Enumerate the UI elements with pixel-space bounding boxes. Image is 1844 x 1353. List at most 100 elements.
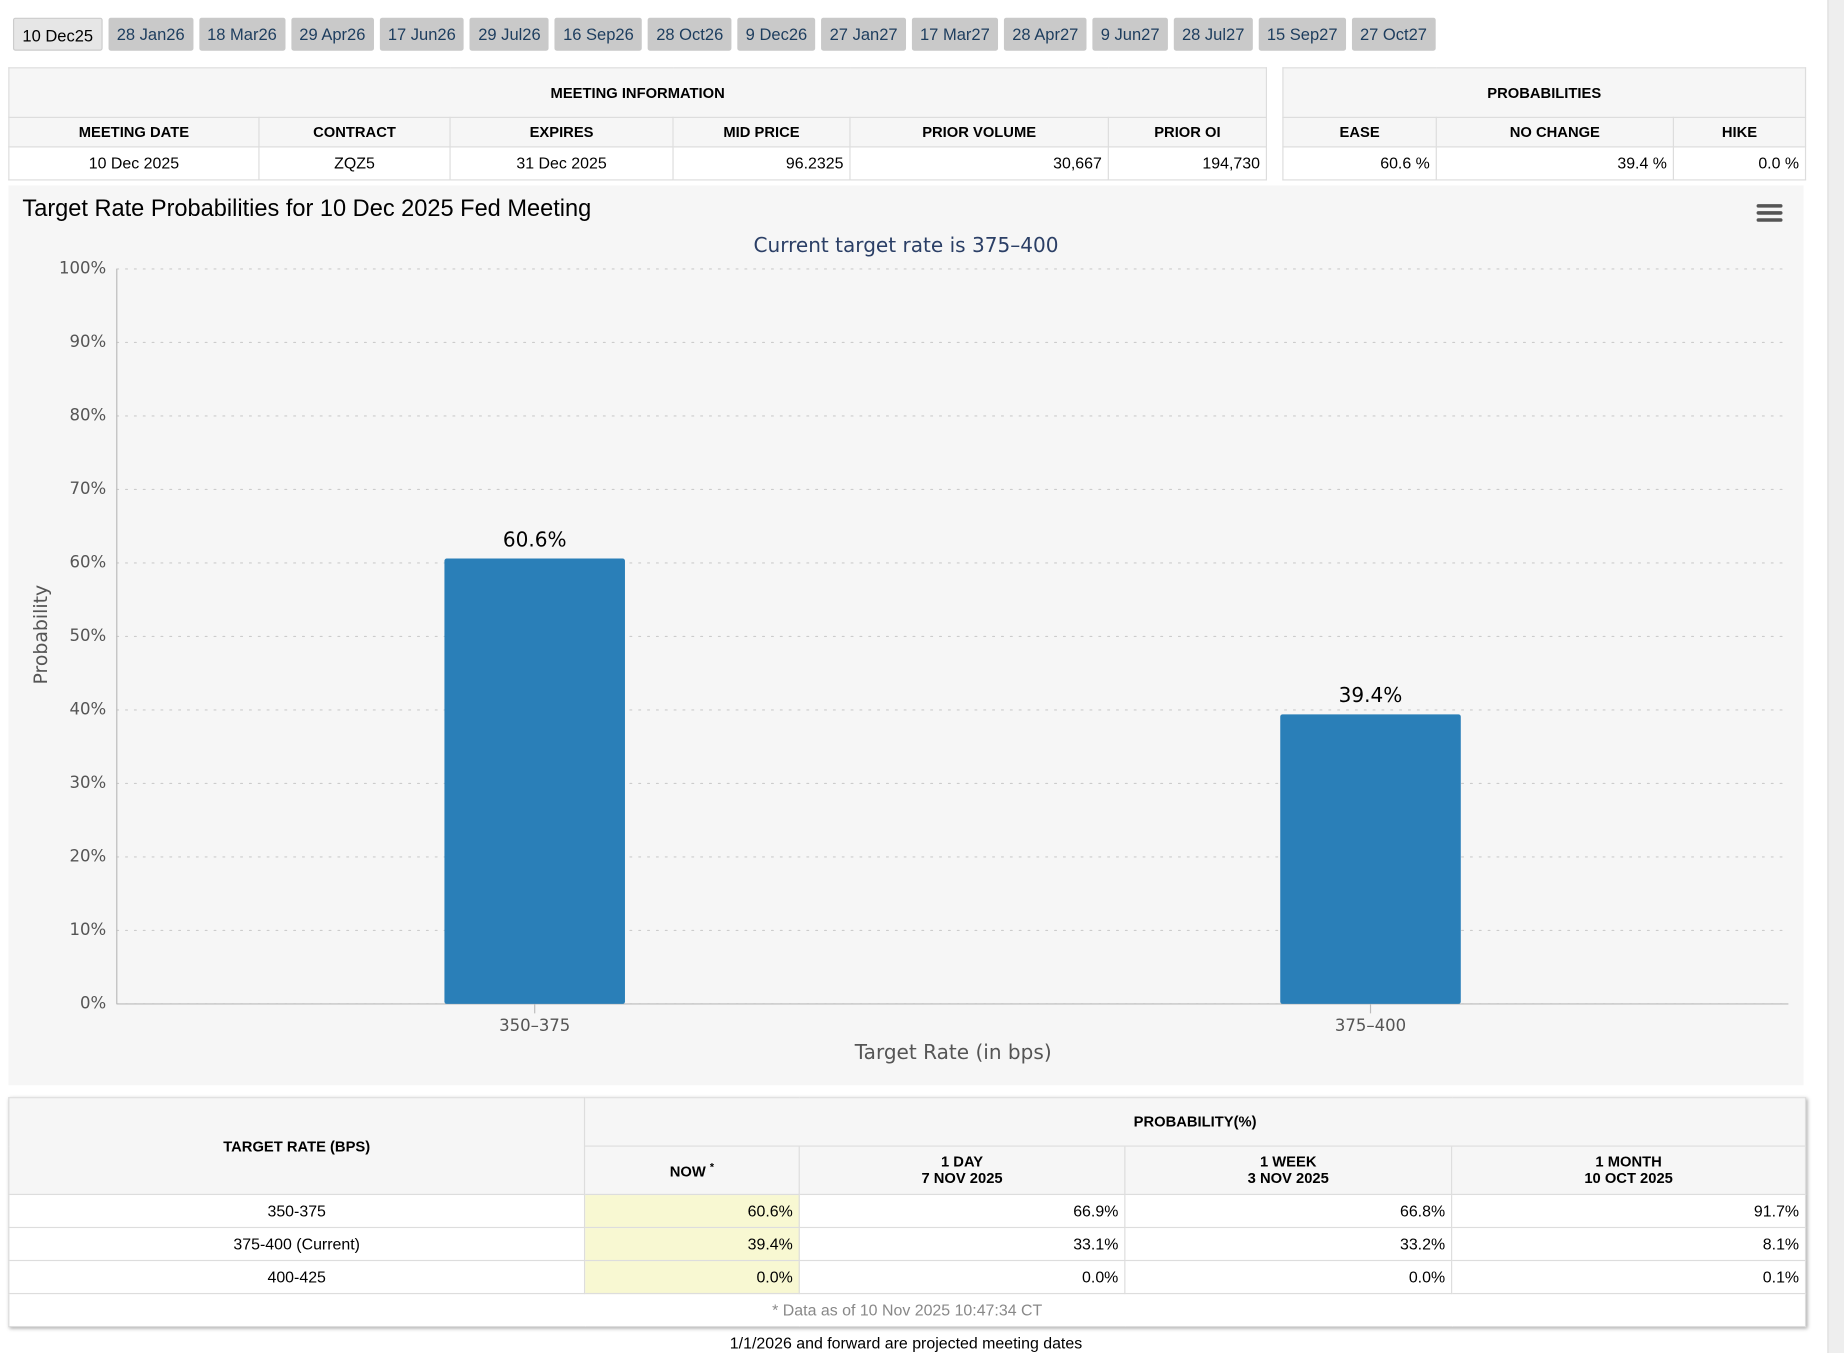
table-title: PROBABILITIES <box>1282 67 1807 118</box>
menu-button[interactable] <box>1756 204 1783 222</box>
chart-subtitle: Current target rate is 375–400 <box>753 233 1058 257</box>
group-header: PROBABILITY(%) <box>583 1097 1807 1147</box>
column-label: 1 MONTH <box>1595 1153 1662 1171</box>
column-note: * <box>709 1160 715 1173</box>
cell: 30,667 <box>849 146 1109 181</box>
data-row: 400-425 0.0% 0.0% 0.0% 0.1% <box>8 1259 1807 1295</box>
meeting-tab[interactable]: 17 Jun26 <box>379 17 465 51</box>
column-date: 3 NOV 2025 <box>1247 1170 1329 1187</box>
y-tick-label: 0% <box>80 993 106 1012</box>
meeting-tabs: 10 Dec25 28 Jan26 18 Mar26 29 Apr26 17 Jun26… <box>12 17 1436 51</box>
meeting-tab[interactable]: 28 Jan26 <box>108 17 193 51</box>
cell: 400-425 <box>8 1259 586 1295</box>
table-title: MEETING INFORMATION <box>8 67 1268 118</box>
meeting-information-table: MEETING INFORMATION MEETING DATE CONTRACT E… <box>8 67 1268 181</box>
cell: 0.0% <box>798 1259 1126 1295</box>
y-tick-label: 10% <box>69 920 106 939</box>
y-axis-title: Probability <box>30 585 52 685</box>
cell: ZQZ5 <box>258 146 451 181</box>
group-header-row: TARGET RATE (BPS) PROBABILITY(%) <box>8 1097 1807 1196</box>
data-label: 60.6% <box>503 527 567 551</box>
header-row: EASE NO CHANGE HIKE <box>1282 116 1807 148</box>
menu-bar <box>1756 204 1783 208</box>
meeting-tab[interactable]: 28 Jul27 <box>1173 17 1253 51</box>
meeting-tab[interactable]: 28 Oct26 <box>647 17 732 51</box>
x-tick-label: 350–375 <box>499 1016 570 1035</box>
meeting-tab[interactable]: 16 Sep26 <box>554 17 643 51</box>
meeting-tab[interactable]: 27 Oct27 <box>1351 17 1436 51</box>
cell: 10 Dec 2025 <box>8 146 260 181</box>
footnote: * Data as of 10 Nov 2025 10:47:34 CT <box>8 1292 1807 1328</box>
x-axis-title: Target Rate (in bps) <box>854 1040 1052 1064</box>
data-label: 39.4% <box>1339 683 1403 707</box>
meeting-tab[interactable]: 17 Mar27 <box>911 17 999 51</box>
column-header: EASE <box>1282 116 1437 148</box>
column-header: PRIOR VOLUME <box>849 116 1109 148</box>
cell: 60.6 % <box>1282 146 1437 181</box>
meeting-tab[interactable]: 15 Sep27 <box>1258 17 1346 51</box>
footer-note: 1/1/2026 and forward are projected meeti… <box>729 1334 1083 1352</box>
cell: 96.2325 <box>672 146 851 181</box>
row-header: TARGET RATE (BPS) <box>8 1097 586 1196</box>
cell: 31 Dec 2025 <box>449 146 674 181</box>
cell: 39.4 % <box>1435 146 1674 181</box>
column-header: 1 MONTH 10 OCT 2025 <box>1451 1145 1807 1196</box>
cell: 91.7% <box>1451 1193 1807 1229</box>
column-date: 7 NOV 2025 <box>921 1170 1003 1187</box>
y-tick-label: 90% <box>69 332 106 351</box>
data-row: 10 Dec 2025 ZQZ5 31 Dec 2025 96.2325 30,667 1… <box>8 146 1268 181</box>
data-row: 60.6 % 39.4 % 0.0 % <box>1282 146 1807 181</box>
chart: Target Rate Probabilities for 10 Dec 202… <box>8 185 1804 1086</box>
y-tick-label: 50% <box>69 626 106 645</box>
data-row: 375-400 (Current) 39.4% 33.1% 33.2% 8.1% <box>8 1226 1807 1262</box>
cell: 0.0% <box>583 1259 800 1295</box>
column-header: 1 DAY 7 NOV 2025 <box>798 1145 1126 1196</box>
meeting-tab[interactable]: 9 Jun27 <box>1092 17 1168 51</box>
footnote-row: * Data as of 10 Nov 2025 10:47:34 CT <box>8 1292 1807 1328</box>
y-tick-label: 100% <box>59 258 106 277</box>
menu-bar <box>1756 211 1783 215</box>
column-header: NOW * <box>583 1145 800 1196</box>
cell: 194,730 <box>1107 146 1268 181</box>
meeting-tab[interactable]: 29 Apr26 <box>291 17 374 51</box>
column-header: MEETING DATE <box>8 116 260 148</box>
column-header: MID PRICE <box>672 116 851 148</box>
chart-background <box>8 185 1804 1086</box>
column-date: 10 OCT 2025 <box>1584 1170 1673 1187</box>
meeting-tab[interactable]: 28 Apr27 <box>1003 17 1087 51</box>
cell: 39.4% <box>583 1226 800 1262</box>
bar <box>1280 714 1461 1004</box>
y-tick-label: 30% <box>69 773 106 792</box>
column-header: CONTRACT <box>258 116 451 148</box>
cell: 66.9% <box>798 1193 1126 1229</box>
meeting-tab[interactable]: 18 Mar26 <box>198 17 286 51</box>
cell: 66.8% <box>1124 1193 1453 1229</box>
cell: 33.2% <box>1124 1226 1453 1262</box>
meeting-tab[interactable]: 10 Dec25 <box>12 17 103 51</box>
x-tick-label: 375–400 <box>1335 1016 1406 1035</box>
cell: 8.1% <box>1451 1226 1807 1262</box>
header-row: MEETING DATE CONTRACT EXPIRES MID PRICE PRIO… <box>8 116 1268 148</box>
bar <box>444 558 625 1004</box>
column-header: EXPIRES <box>449 116 674 148</box>
meeting-tab[interactable]: 9 Dec26 <box>737 17 816 51</box>
column-label: NOW <box>669 1163 706 1180</box>
meeting-tab[interactable]: 29 Jul26 <box>469 17 549 51</box>
chart-title: Target Rate Probabilities for 10 Dec 202… <box>22 195 591 221</box>
cell: 0.0% <box>1124 1259 1453 1295</box>
scrollbar[interactable] <box>1827 0 1844 1353</box>
cell: 375-400 (Current) <box>8 1226 586 1262</box>
menu-bar <box>1756 218 1783 222</box>
meeting-tab[interactable]: 27 Jan27 <box>821 17 906 51</box>
cell: 0.0 % <box>1672 146 1807 181</box>
column-label: 1 DAY <box>940 1153 984 1171</box>
cell: 33.1% <box>798 1226 1126 1262</box>
data-row: 350-375 60.6% 66.9% 66.8% 91.7% <box>8 1193 1807 1229</box>
y-tick-label: 20% <box>69 846 106 865</box>
y-tick-label: 70% <box>69 479 106 498</box>
column-header: HIKE <box>1672 116 1807 148</box>
column-header: 1 WEEK 3 NOV 2025 <box>1124 1145 1453 1196</box>
column-header: NO CHANGE <box>1435 116 1674 148</box>
cell: 0.1% <box>1451 1259 1807 1295</box>
